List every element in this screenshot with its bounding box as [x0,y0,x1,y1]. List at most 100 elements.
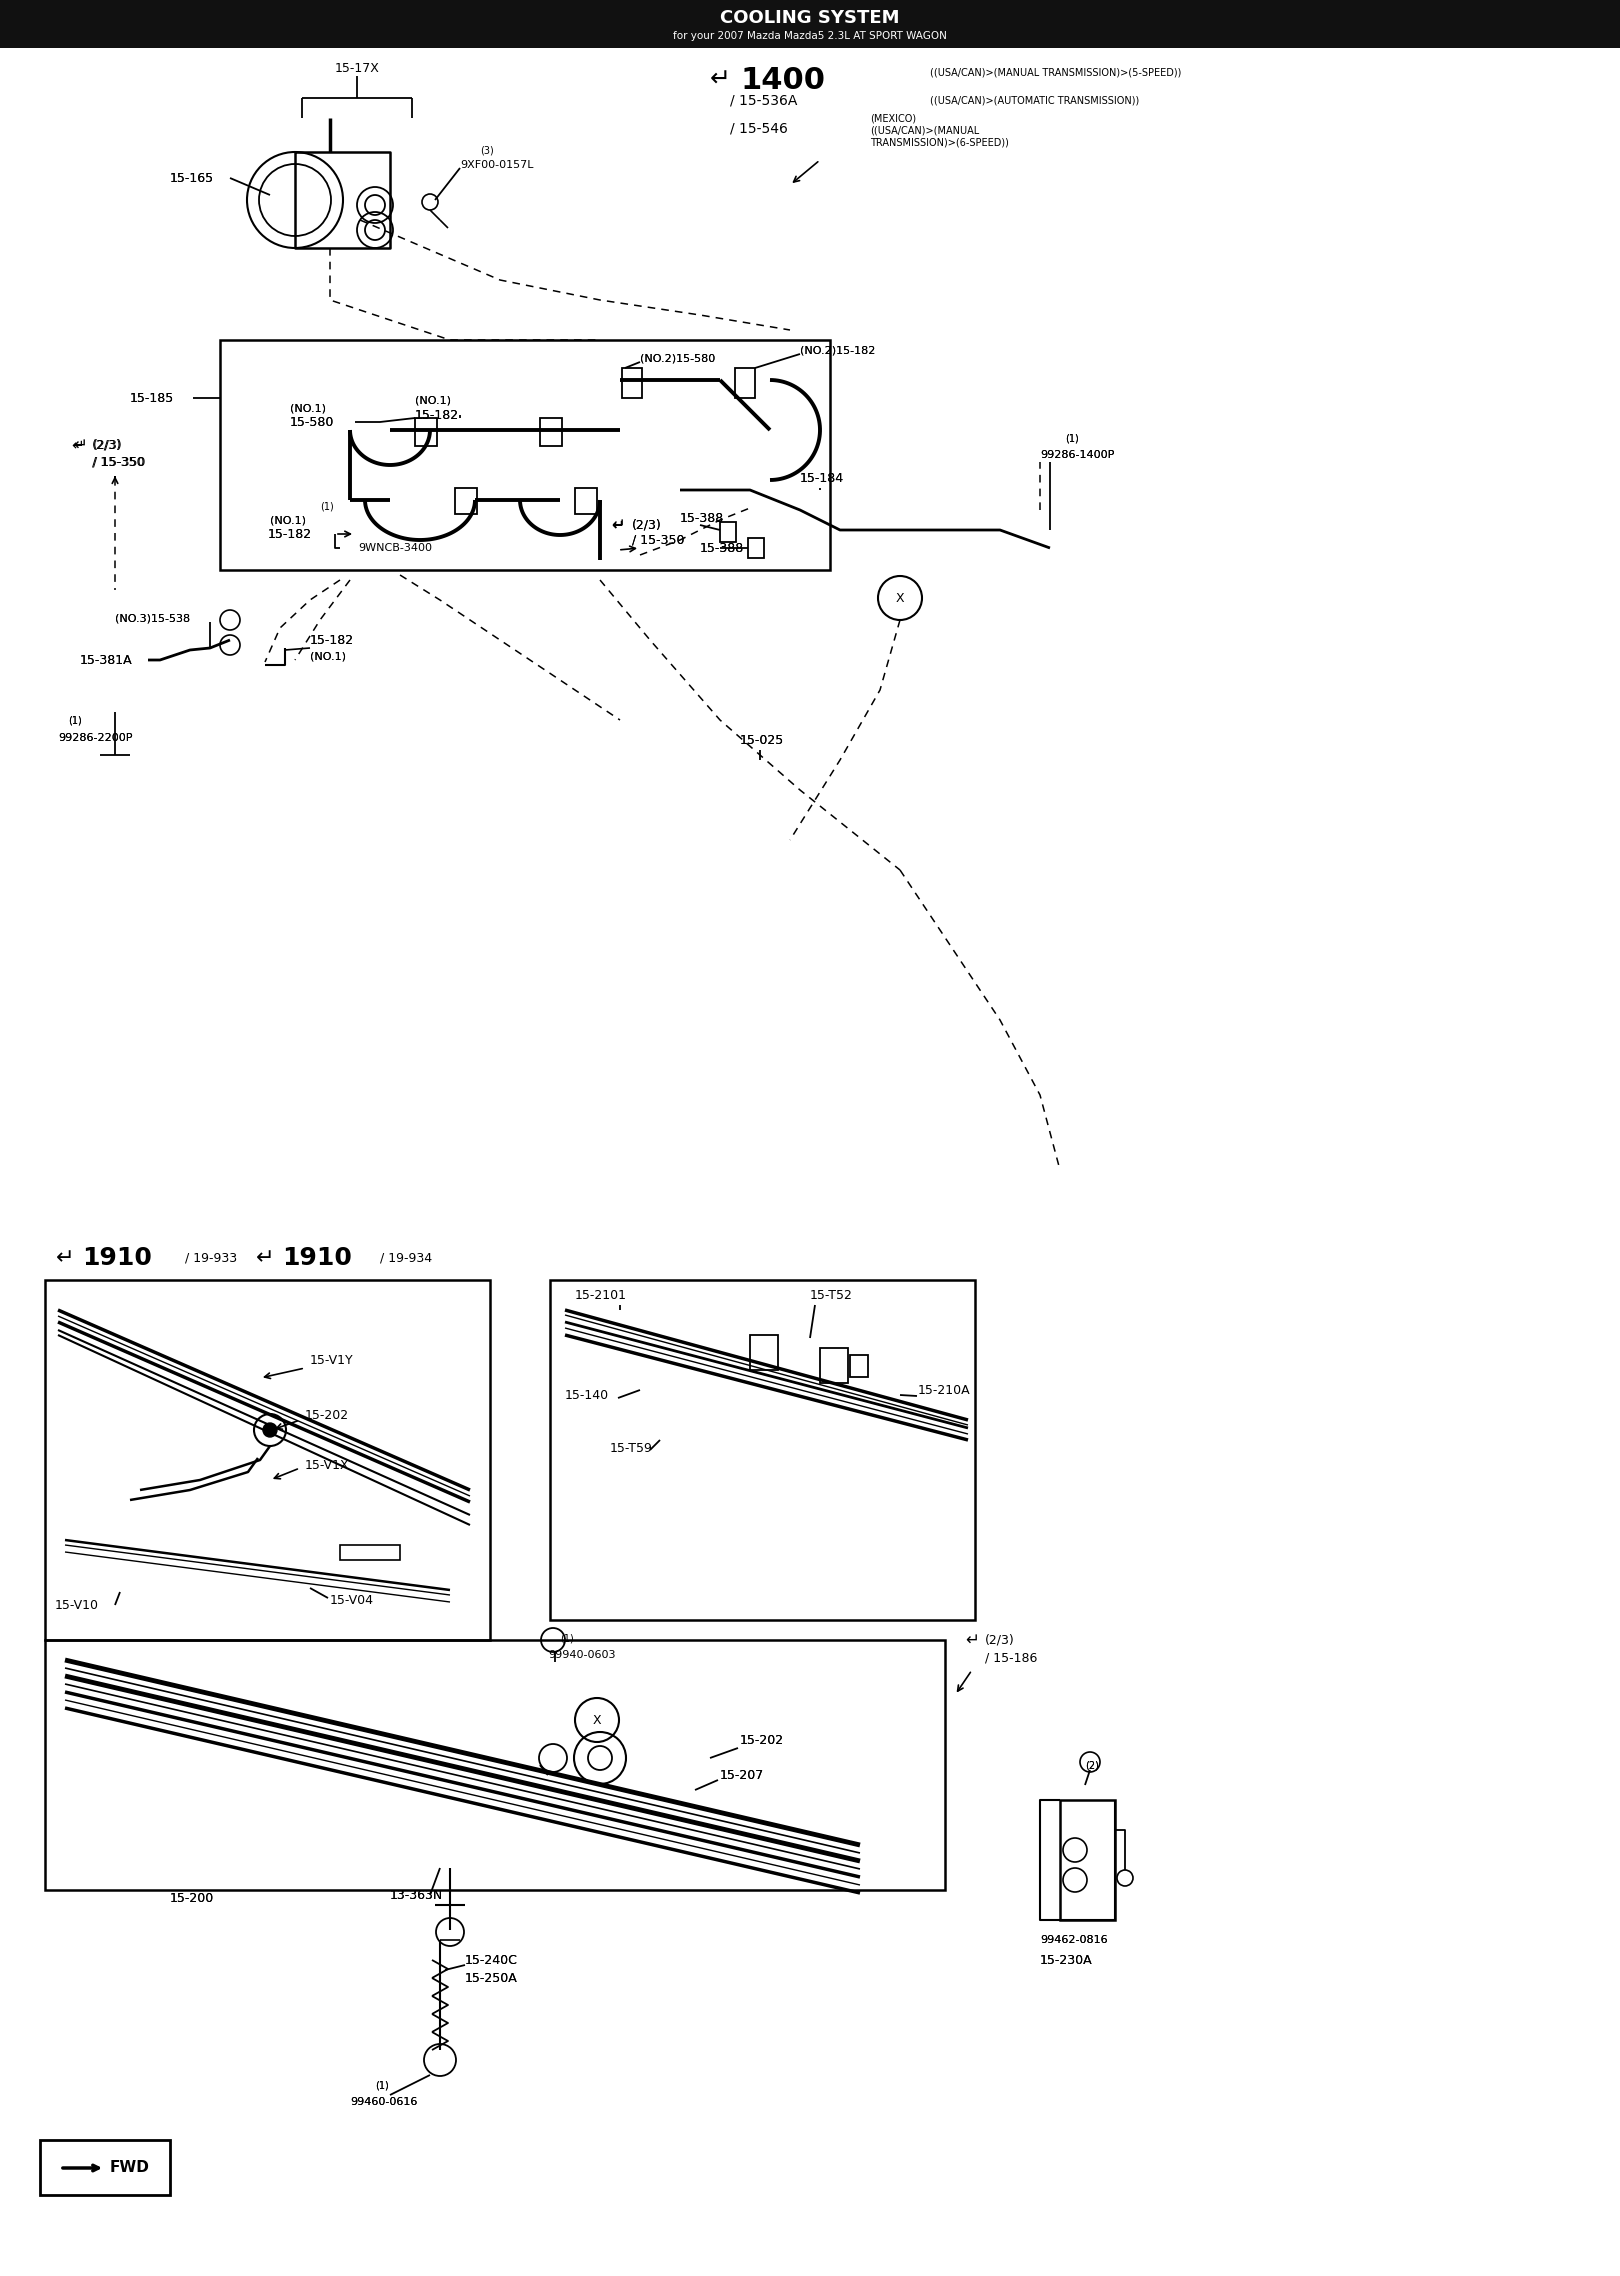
Text: 15-V1X: 15-V1X [305,1459,350,1473]
Text: 15-T52: 15-T52 [810,1288,852,1302]
Text: (2/3): (2/3) [632,519,661,533]
Bar [0,0,1620,48]
Text: 15-T59: 15-T59 [611,1441,653,1454]
Text: / 15-350: / 15-350 [92,455,146,469]
Text: (2/3): (2/3) [632,519,661,533]
Text: (NO.1): (NO.1) [271,514,306,526]
Text: 99460-0616: 99460-0616 [350,2096,418,2108]
Text: / 15-546: / 15-546 [731,121,787,134]
Text: (MEXICO): (MEXICO) [870,114,917,123]
Text: (2/3): (2/3) [92,439,122,451]
Bar [551,1279,975,1621]
Text: 1400: 1400 [740,66,825,96]
Text: (NO.1): (NO.1) [415,396,450,405]
Text: (NO.1): (NO.1) [271,514,306,526]
Text: ↵: ↵ [71,437,84,453]
Text: 15-165: 15-165 [170,171,214,184]
Bar [622,369,642,398]
Text: (2/3): (2/3) [92,439,123,451]
Text: (NO.1): (NO.1) [290,403,326,412]
Text: 9XF00-0157L: 9XF00-0157L [460,159,533,171]
Text: 15-184: 15-184 [800,471,844,485]
Text: ((USA/CAN)>(MANUAL: ((USA/CAN)>(MANUAL [870,125,978,134]
Bar [340,1545,400,1559]
Text: 99460-0616: 99460-0616 [350,2096,418,2108]
Text: / 15-186: / 15-186 [985,1652,1037,1664]
Text: / 15-350: / 15-350 [632,533,685,546]
Text: 99462-0816: 99462-0816 [1040,1935,1108,1946]
Text: (NO.2)15-580: (NO.2)15-580 [640,353,716,362]
Bar [539,419,562,446]
Text: 15-182: 15-182 [309,633,355,646]
Text: 15-200: 15-200 [170,1891,214,1905]
Text: 15-250A: 15-250A [465,1971,518,1985]
Bar [220,339,829,569]
Text: 15-182: 15-182 [309,633,355,646]
Text: (1): (1) [374,2080,389,2089]
Text: 15-140: 15-140 [565,1388,609,1402]
Bar [850,1354,868,1377]
Text: 15-202: 15-202 [740,1734,784,1746]
Text: 15-580: 15-580 [290,417,334,428]
Text: ((USA/CAN)>(MANUAL TRANSMISSION)>(5-SPEED)): ((USA/CAN)>(MANUAL TRANSMISSION)>(5-SPEE… [930,66,1181,77]
Text: (NO.1): (NO.1) [309,651,347,660]
Text: (1): (1) [68,715,81,726]
Text: 15-207: 15-207 [719,1768,765,1782]
Text: ↵: ↵ [611,517,625,535]
Text: (NO.2)15-182: (NO.2)15-182 [800,346,875,355]
Text: (3): (3) [480,146,494,155]
Text: COOLING SYSTEM: COOLING SYSTEM [721,9,899,27]
Text: 99286-2200P: 99286-2200P [58,733,133,742]
Text: 15-381A: 15-381A [79,653,133,667]
Text: 13-363N: 13-363N [390,1889,444,1900]
Text: 15-17X: 15-17X [335,61,379,75]
Text: 15-388: 15-388 [680,512,724,523]
Text: 15-580: 15-580 [290,417,334,428]
Text: 15-202: 15-202 [740,1734,784,1746]
Text: 15-182: 15-182 [267,528,313,539]
Text: (NO.3)15-538: (NO.3)15-538 [115,612,190,624]
Text: 99940-0603: 99940-0603 [548,1650,616,1659]
Text: / 19-934: / 19-934 [381,1252,433,1265]
Text: 1910: 1910 [83,1245,152,1270]
Text: (NO.1): (NO.1) [309,651,347,660]
Text: 15-185: 15-185 [130,391,175,405]
Text: / 19-933: / 19-933 [185,1252,237,1265]
Text: / 15-350: / 15-350 [92,455,144,469]
Text: 15-388: 15-388 [700,542,744,555]
Text: (NO.2)15-182: (NO.2)15-182 [800,346,875,355]
Text: (2): (2) [1085,1759,1098,1771]
Text: / 15-536A: / 15-536A [731,93,797,107]
Text: 15-207: 15-207 [719,1768,765,1782]
Text: 15-210A: 15-210A [919,1384,970,1397]
Text: 15-388: 15-388 [700,542,744,555]
Text: 13-363N: 13-363N [390,1889,444,1900]
Text: 15-2101: 15-2101 [575,1288,627,1302]
Text: (NO.3)15-538: (NO.3)15-538 [115,612,190,624]
Text: X: X [896,592,904,605]
Text: 15-388: 15-388 [680,512,724,523]
Text: 15-025: 15-025 [740,733,784,747]
Text: 99286-1400P: 99286-1400P [1040,451,1115,460]
Text: 15-381A: 15-381A [79,653,133,667]
Text: ((USA/CAN)>(AUTOMATIC TRANSMISSION)): ((USA/CAN)>(AUTOMATIC TRANSMISSION)) [930,96,1139,105]
Text: for your 2007 Mazda Mazda5 2.3L AT SPORT WAGON: for your 2007 Mazda Mazda5 2.3L AT SPORT… [672,32,948,41]
Text: (1): (1) [374,2080,389,2089]
Text: 99462-0816: 99462-0816 [1040,1935,1108,1946]
Text: 15-200: 15-200 [170,1891,214,1905]
Text: ↵: ↵ [256,1247,274,1268]
Text: 15-V1Y: 15-V1Y [309,1354,353,1366]
Text: 15-V04: 15-V04 [330,1593,374,1607]
Text: 9WNCB-3400: 9WNCB-3400 [358,544,433,553]
Text: 15-025: 15-025 [740,733,784,747]
Text: TRANSMISSION)>(6-SPEED)): TRANSMISSION)>(6-SPEED)) [870,137,1009,148]
Text: 15-182: 15-182 [415,407,458,421]
Text: (1): (1) [1064,432,1079,444]
Text: ↵: ↵ [710,68,731,91]
Bar [455,487,476,514]
Text: 15-240C: 15-240C [465,1953,518,1966]
Text: 15-250A: 15-250A [465,1971,518,1985]
Circle shape [262,1422,277,1436]
Text: 15-182: 15-182 [415,407,458,421]
Bar [719,521,735,542]
